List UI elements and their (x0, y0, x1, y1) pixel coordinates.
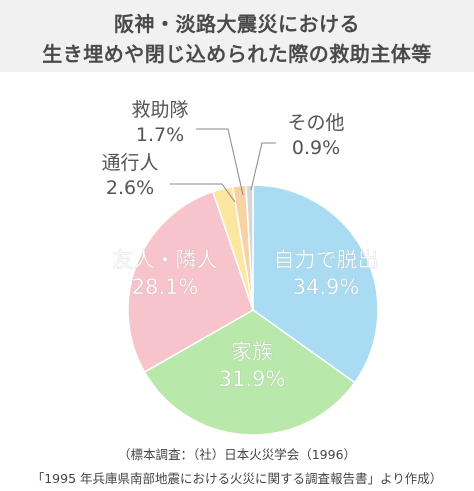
slice-label-passersby: 通行人 (101, 152, 158, 174)
pie-chart: 自力で脱出 34.9% 家族 31.9% 友人・隣人 28.1% 通行人 2.6% 救助隊 1.7… (101, 99, 379, 436)
slice-label-friends-neighbors: 友人・隣人 (113, 248, 218, 272)
slice-value-friends-neighbors: 28.1% (132, 275, 199, 299)
pie-slice-other (245, 184, 254, 311)
leader-line-rescue-team (196, 128, 244, 196)
leader-line-other (250, 142, 276, 191)
slice-label-self-escape: 自力で脱出 (274, 248, 379, 272)
slice-label-rescue-team: 救助隊 (131, 99, 188, 121)
pie-slice-friends-neighbors (127, 190, 254, 374)
pie-slice-family (143, 309, 356, 436)
pie-slice-self-escape (252, 184, 379, 384)
slice-value-passersby: 2.6% (106, 177, 154, 199)
slice-label-other: その他 (287, 112, 344, 134)
slice-value-self-escape: 34.9% (293, 275, 360, 299)
chart-title-line-2: 生き埋めや閉じ込められた際の救助主体等 (42, 42, 432, 66)
slice-value-other: 0.9% (292, 137, 340, 159)
source-note-line-1: （標本調査：（社）日本火災学会（1996） (117, 447, 357, 462)
slice-label-family: 家族 (231, 340, 273, 364)
title-band: 阪神・淡路大震災における 生き埋めや閉じ込められた際の救助主体等 (0, 0, 474, 72)
slice-value-family: 31.9% (219, 367, 286, 391)
leader-line-passersby (170, 183, 236, 203)
chart-title-line-1: 阪神・淡路大震災における (114, 12, 360, 36)
source-note-line-2: 「1995 年兵庫県南部地震における火災に関する調査報告書」より作成） (31, 471, 443, 486)
slice-value-rescue-team: 1.7% (136, 124, 184, 146)
